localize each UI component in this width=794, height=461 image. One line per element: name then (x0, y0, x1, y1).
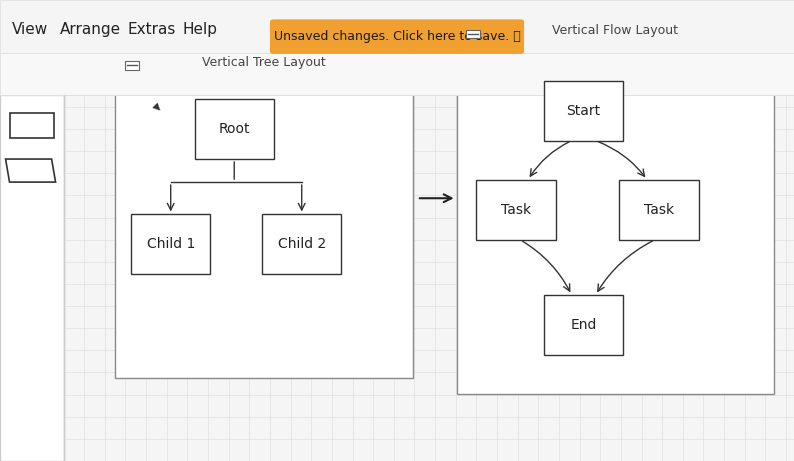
Text: Unsaved changes. Click here to save. 📥: Unsaved changes. Click here to save. 📥 (274, 30, 520, 43)
Text: Task: Task (501, 203, 531, 217)
Text: End: End (570, 318, 597, 332)
Text: Root: Root (218, 122, 250, 136)
FancyBboxPatch shape (544, 295, 623, 355)
FancyBboxPatch shape (195, 99, 274, 159)
FancyBboxPatch shape (457, 16, 774, 394)
FancyBboxPatch shape (270, 19, 524, 54)
Text: Child 1: Child 1 (147, 237, 195, 251)
FancyBboxPatch shape (262, 214, 341, 274)
Text: Task: Task (644, 203, 674, 217)
FancyBboxPatch shape (544, 81, 623, 141)
FancyBboxPatch shape (0, 0, 794, 53)
FancyBboxPatch shape (115, 46, 413, 378)
Text: Start: Start (567, 104, 600, 118)
Text: Arrange: Arrange (60, 23, 121, 37)
FancyBboxPatch shape (619, 180, 699, 240)
FancyBboxPatch shape (0, 95, 64, 461)
FancyBboxPatch shape (466, 30, 480, 38)
FancyBboxPatch shape (476, 180, 556, 240)
FancyBboxPatch shape (125, 61, 139, 70)
Text: Help: Help (183, 23, 218, 37)
FancyBboxPatch shape (131, 214, 210, 274)
Text: View: View (12, 23, 48, 37)
Text: ▲: ▲ (151, 100, 164, 112)
Text: Extras: Extras (127, 23, 175, 37)
Text: Vertical Flow Layout: Vertical Flow Layout (553, 24, 678, 37)
Text: Vertical Tree Layout: Vertical Tree Layout (202, 56, 326, 69)
Text: Child 2: Child 2 (278, 237, 326, 251)
FancyBboxPatch shape (0, 53, 794, 95)
